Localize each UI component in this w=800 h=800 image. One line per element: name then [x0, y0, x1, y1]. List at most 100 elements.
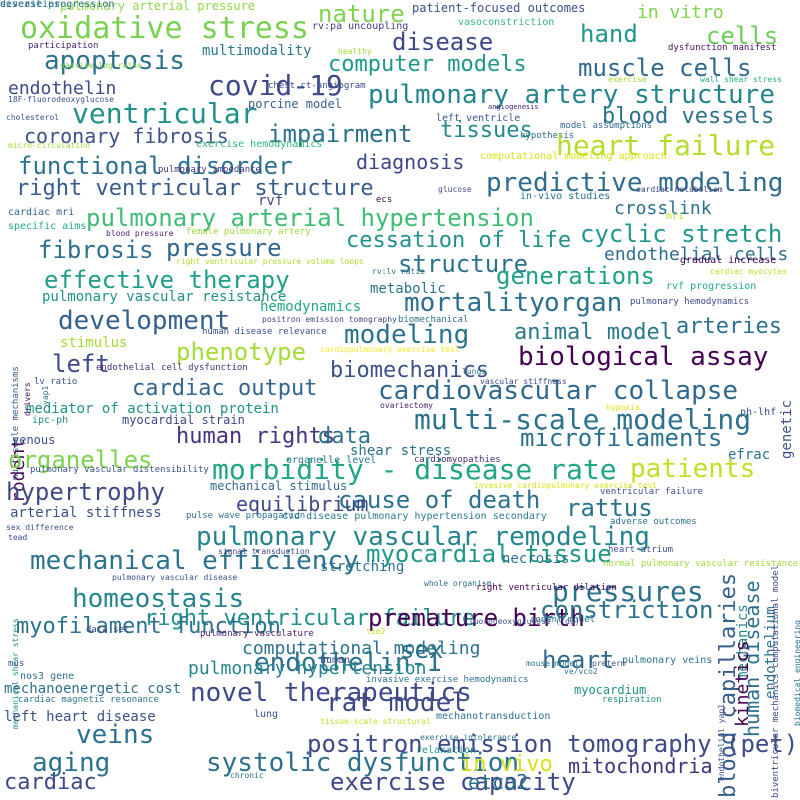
cloud-word: venous — [12, 433, 56, 447]
cloud-word: endothelin — [8, 78, 117, 99]
cloud-word: rvf progression — [666, 281, 757, 292]
cloud-word: cause of death — [338, 486, 541, 514]
cloud-word: homeostasis — [72, 584, 245, 614]
cloud-word: healthy — [338, 47, 372, 56]
cloud-word: lung — [254, 709, 279, 720]
cloud-word: arteries — [676, 314, 782, 339]
cloud-word: vascular stiffness — [480, 377, 567, 386]
cloud-word: right ventricular structure — [16, 176, 374, 201]
cloud-word: functional disorder — [18, 152, 293, 180]
cloud-word: metabolic — [370, 281, 446, 297]
cloud-word: exercise — [608, 75, 647, 84]
cloud-word: human rights — [176, 424, 335, 449]
cloud-word: rv:pa uncoupling — [312, 21, 409, 32]
cloud-word: computational modeling — [242, 638, 481, 659]
cloud-word: left — [52, 350, 110, 378]
cloud-word: passive leg raise — [60, 61, 142, 70]
cloud-word: morbidity - disease rate — [212, 453, 617, 486]
cloud-word: positron emission tomography — [262, 315, 397, 324]
cloud-word: invasive exercise hemodynamics — [366, 675, 529, 685]
cloud-word: veins — [76, 720, 155, 750]
cloud-word: pulmonary artery structure — [368, 80, 775, 110]
cloud-word: shear stress — [350, 443, 452, 459]
cloud-word: mechanical stimulus — [210, 479, 348, 493]
cloud-word: respiration — [602, 695, 662, 705]
cloud-word: phenotype — [176, 338, 307, 366]
cloud-word: exercise capacity — [330, 768, 576, 796]
cloud-word: mus — [8, 659, 25, 669]
cloud-word: constriction — [540, 596, 714, 624]
cloud-word: computer models — [328, 52, 527, 77]
cloud-word: specific aims — [8, 221, 87, 232]
cloud-word: cyclic stretch — [580, 220, 783, 248]
cloud-word: sex difference — [6, 523, 74, 532]
cloud-word: mri — [666, 211, 685, 222]
cloud-word: mechanoenergetic cost — [4, 681, 182, 697]
cloud-word: cardiac mri — [8, 207, 75, 218]
cloud-word: cholesterol — [6, 113, 59, 122]
cloud-word: tissues — [440, 118, 533, 143]
cloud-word: cvd disease pulmonary hypertension secon… — [282, 511, 547, 522]
cloud-word: cardiac myocytes — [710, 267, 788, 276]
cloud-word: invasive cardiopulmonary exercise test — [474, 481, 658, 490]
cloud-word: signal transduction — [218, 547, 310, 556]
cloud-word: generations — [496, 262, 655, 290]
cloud-word: cardiomyopathies — [414, 455, 501, 465]
cloud-word: exercise hemodynamics — [196, 139, 323, 150]
cloud-word: animal model — [514, 320, 673, 345]
cloud-word: myofilament function — [16, 614, 281, 639]
cloud-word: pulmonary arterial hypertension — [86, 204, 534, 232]
cloud-word: hemodynamics — [260, 299, 362, 315]
cloud-word: heart atrium — [608, 545, 674, 555]
cloud-word: preterm — [592, 659, 626, 668]
cloud-word: rv:lv ratio — [372, 267, 425, 276]
cloud-word: mechanical efficiency — [30, 546, 359, 576]
cloud-word: hypertrophy — [6, 478, 165, 506]
cloud-word: patients — [630, 454, 756, 484]
cloud-word: wall shear stress — [700, 75, 782, 84]
cloud-word: biological assay — [518, 342, 769, 372]
cloud-word: pulse wave propagation — [186, 511, 306, 521]
cloud-word: arterial stiffness — [10, 505, 162, 521]
cloud-word: pressures — [552, 575, 704, 608]
cloud-word: biomedical engineering — [793, 620, 800, 726]
cloud-word: chest ct-angiogram — [268, 81, 366, 91]
cloud-word: lv ratio — [34, 377, 78, 387]
cloud-word: myocardial tissue — [366, 540, 612, 568]
cloud-word: heart failure — [556, 129, 776, 162]
cloud-word: aging — [32, 748, 111, 778]
cloud-word: dysfunction manifest — [668, 43, 777, 53]
cloud-word: disease — [392, 28, 494, 56]
cloud-word: rvf — [258, 193, 284, 209]
cloud-word: angiogenesis — [488, 103, 539, 111]
cloud-word: pulmonary vasculature — [200, 629, 314, 639]
cloud-word: organelle level — [286, 455, 377, 466]
cloud-word: cardiac magnetic resonance — [18, 695, 159, 705]
cloud-word: endothelial cell dysfunction — [96, 363, 248, 373]
cloud-word: ipc-ph — [32, 415, 69, 426]
cloud-word: pulmonary vascular resistance — [42, 289, 287, 305]
cloud-word: whole organism — [424, 579, 492, 588]
cloud-word: relaxation — [416, 745, 477, 756]
cloud-word: endothelium — [763, 606, 779, 699]
cloud-word: right ventricular dilation — [476, 583, 617, 593]
cloud-word: nature — [318, 0, 405, 28]
cloud-word: coronary fibrosis — [24, 124, 229, 148]
cloud-word: development — [58, 306, 231, 336]
cloud-word: mouse model — [526, 659, 579, 668]
cloud-word: biomechanics — [330, 358, 489, 383]
cloud-word: data — [318, 424, 371, 449]
cloud-word: oxidative stress — [20, 11, 309, 46]
cloud-word: mitochondria — [568, 754, 713, 778]
cloud-word: micro-circulation — [8, 141, 90, 150]
cloud-word: vasoconstriction — [458, 17, 555, 28]
cloud-word: mediator of activation protein — [26, 401, 279, 417]
cloud-word: chronic — [230, 771, 264, 780]
cloud-word: diagnosis — [356, 150, 465, 174]
cloud-word: gradual increase — [680, 255, 777, 266]
cloud-word: rattus — [566, 494, 653, 522]
cloud-word: structure — [398, 250, 529, 278]
cloud-word: cardiovascular collapse — [378, 376, 739, 406]
cloud-word: cardiac — [4, 770, 97, 795]
